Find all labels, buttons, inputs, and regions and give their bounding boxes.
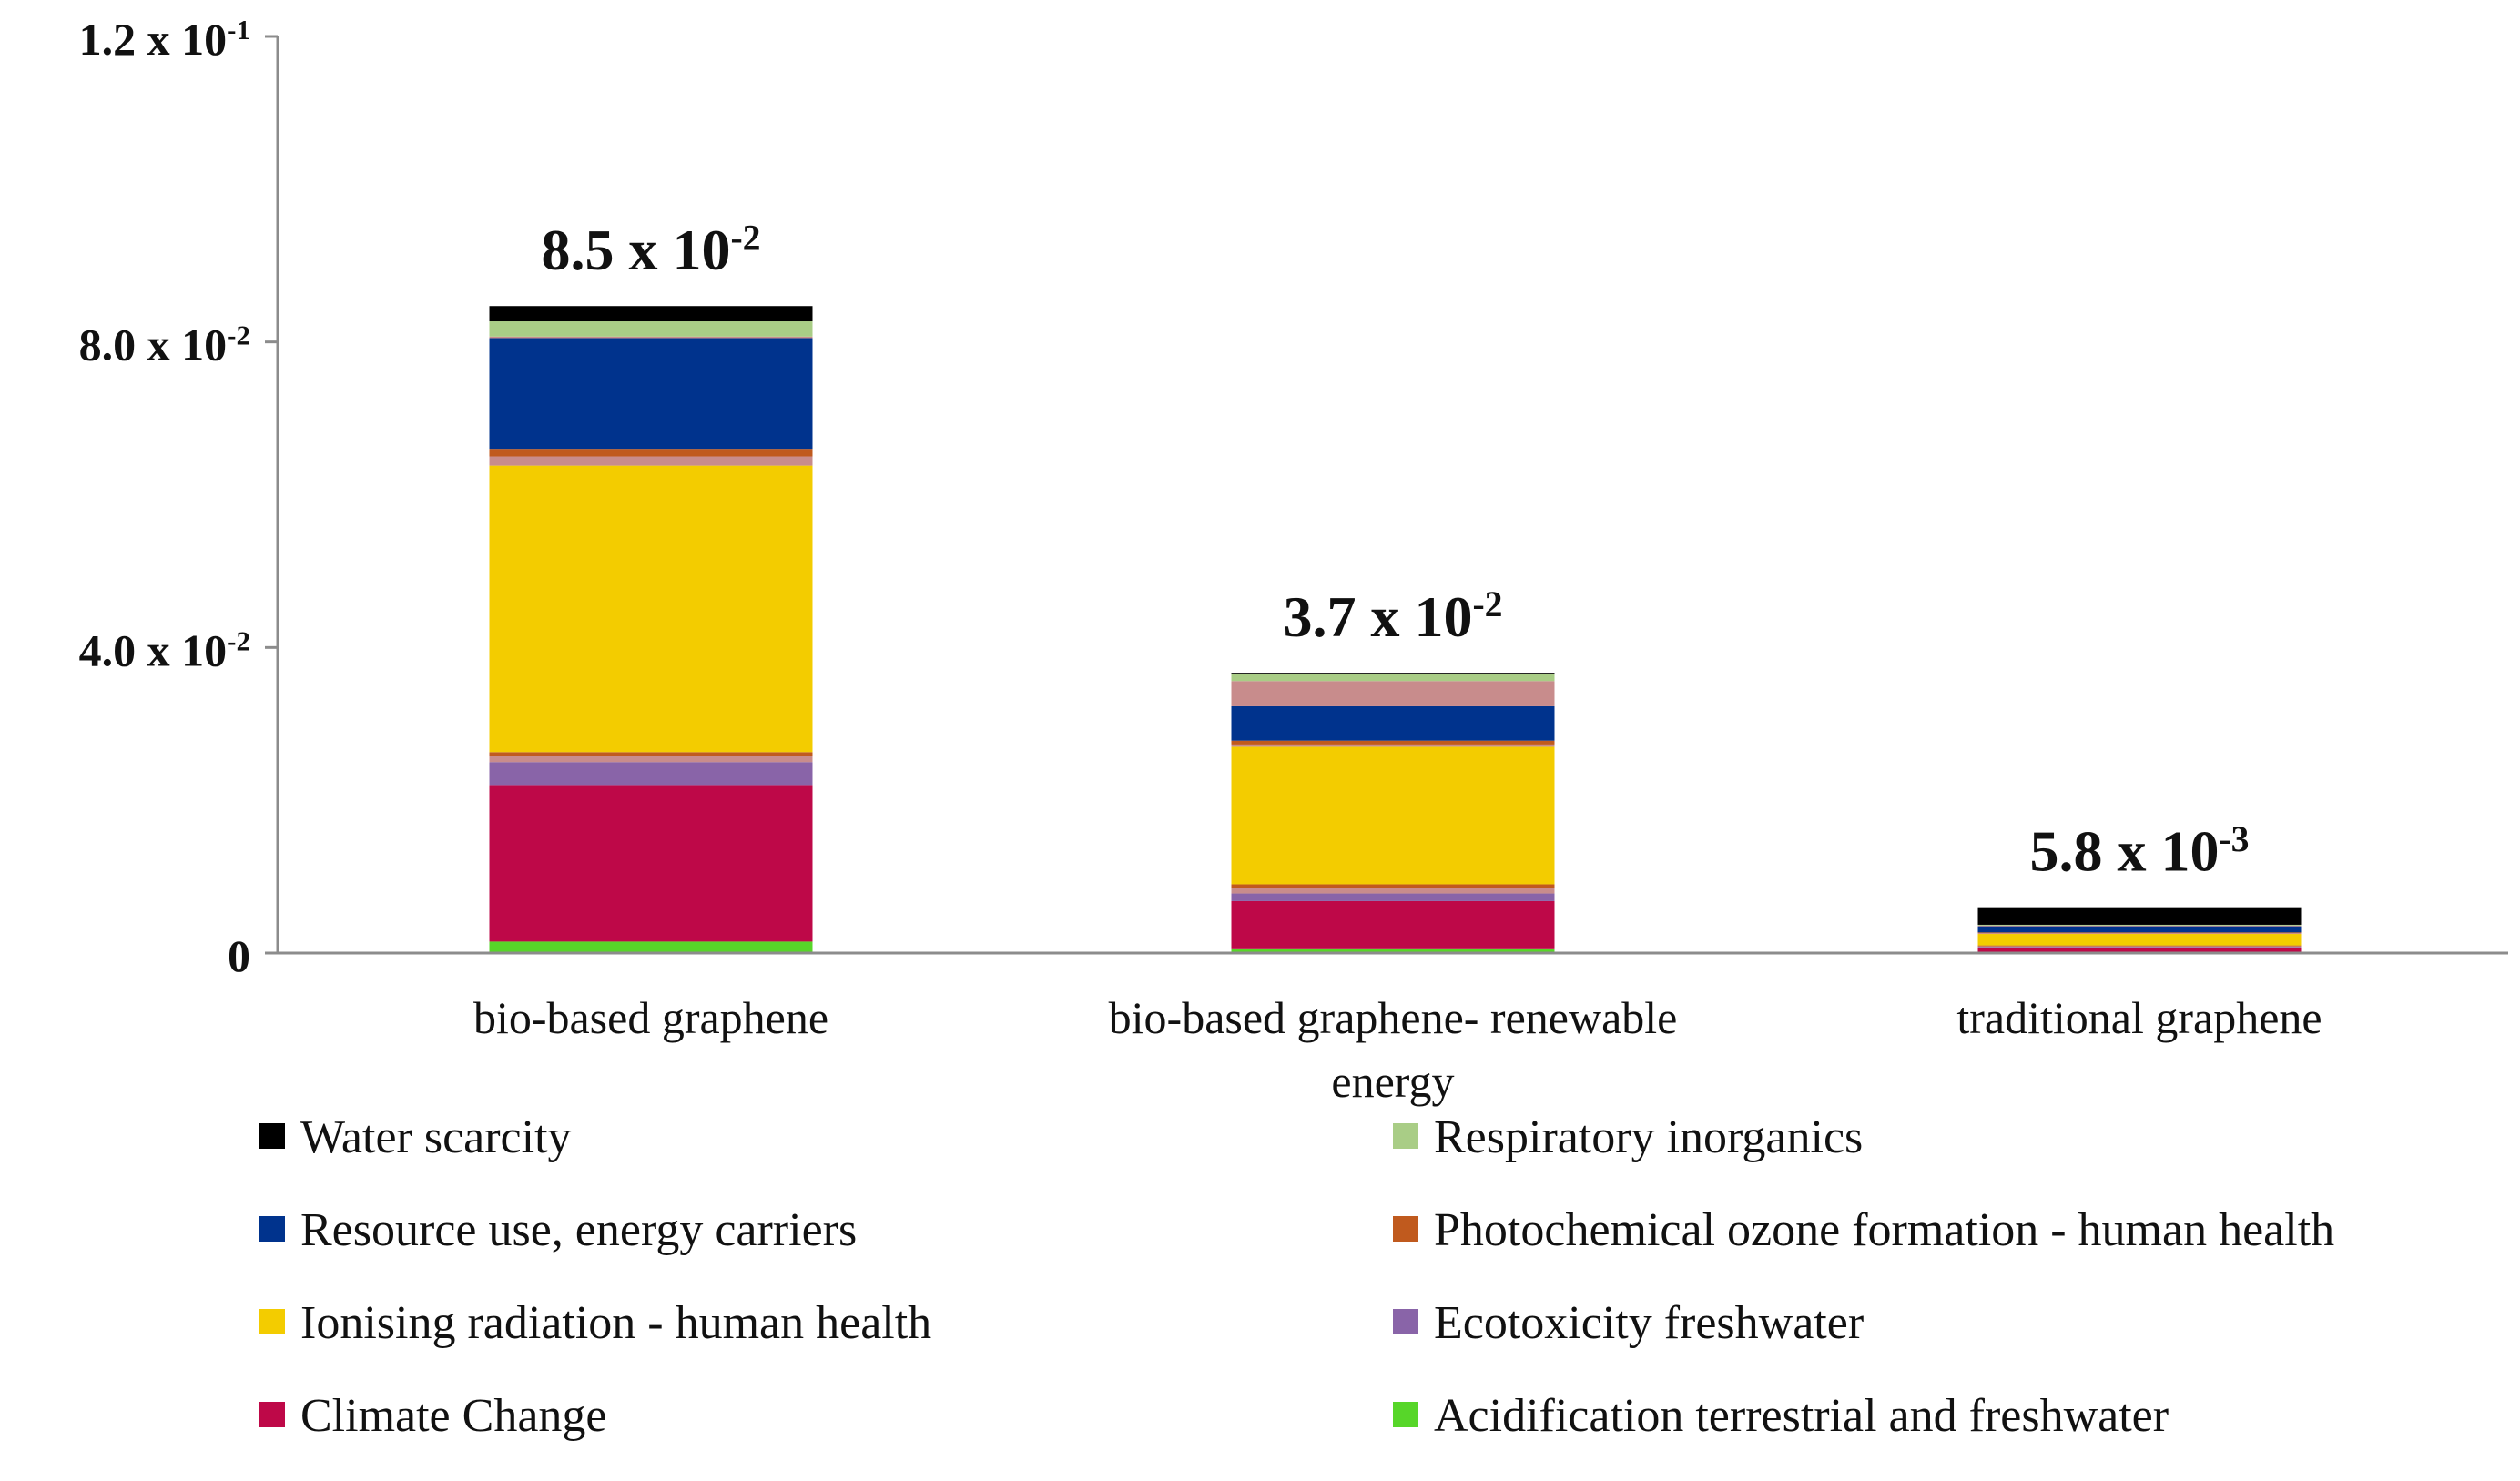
bar-segment — [1977, 946, 2302, 948]
bar-segment — [1977, 924, 2302, 926]
exponent: -2 — [1472, 584, 1502, 624]
legend-item: Water scarcity — [259, 1111, 572, 1163]
y-tick-label: 0 — [228, 930, 250, 981]
bar-segment — [1977, 945, 2302, 947]
legend-item: Respiratory inorganics — [1393, 1111, 1863, 1163]
legend-label: Acidification terrestrial and freshwater — [1434, 1390, 2169, 1442]
bar-segment — [1977, 926, 2302, 933]
legend-swatch — [259, 1402, 285, 1427]
legend-swatch — [259, 1123, 285, 1149]
bar-segment — [1231, 740, 1555, 745]
y-tick-label: 4.0 x 10-2 — [79, 624, 250, 675]
bar-segment — [489, 752, 813, 756]
bar-segment — [1977, 933, 2302, 935]
legend-label: Resource use, energy carriers — [300, 1204, 857, 1256]
bar-segment — [1977, 907, 2302, 925]
y-axis: 04.0 x 10-28.0 x 10-21.2 x 10-1 — [79, 14, 279, 981]
bar-segment — [489, 941, 813, 953]
exponent: -3 — [2219, 819, 2249, 859]
legend-label: Photochemical ozone formation - human he… — [1434, 1204, 2334, 1256]
mantissa: 8.0 x 10 — [79, 320, 228, 370]
legend-item: Ecotoxicity freshwater — [1393, 1297, 1864, 1349]
legend-swatch — [1393, 1309, 1418, 1334]
legend: Water scarcity Respiratory inorganics Reso… — [259, 1111, 2334, 1442]
legend-swatch — [259, 1216, 285, 1242]
legend-label: Respiratory inorganics — [1434, 1111, 1863, 1163]
legend-swatch — [1393, 1123, 1418, 1149]
bar-segment — [1231, 948, 1555, 953]
bars — [489, 306, 2302, 953]
bar-segment — [1977, 932, 2302, 934]
bar-segment — [1977, 947, 2302, 948]
bar-segment — [489, 785, 813, 942]
bar-segment — [1231, 900, 1555, 949]
legend-swatch — [1393, 1216, 1418, 1242]
legend-label: Climate Change — [300, 1390, 606, 1442]
x-category-label-line: traditional graphene — [1956, 992, 2322, 1043]
x-category-label: bio-based graphene — [473, 992, 828, 1043]
x-category-label-line: bio-based graphene- renewable — [1109, 992, 1678, 1043]
mantissa: 8.5 x 10 — [541, 218, 730, 282]
legend-item: Resource use, energy carriers — [259, 1204, 857, 1256]
bar-segment — [489, 336, 813, 339]
bar-segment — [489, 456, 813, 466]
mantissa: 1.2 x 10 — [79, 14, 228, 65]
legend-label: Water scarcity — [300, 1111, 572, 1163]
y-tick-label: 1.2 x 10-1 — [79, 14, 250, 65]
bar-segment — [489, 465, 813, 753]
exponent: -2 — [730, 218, 760, 258]
bar-segment — [489, 321, 813, 337]
legend-swatch — [259, 1309, 285, 1334]
bar-segment — [1231, 746, 1555, 885]
bar-total-label: 8.5 x 10-2 — [541, 218, 760, 282]
x-category-label: bio-based graphene- renewable energy — [1109, 992, 1678, 1107]
mantissa: 3.7 x 10 — [1283, 584, 1472, 649]
bar-segment — [1231, 681, 1555, 706]
legend-label: Ionising radiation - human health — [300, 1297, 931, 1349]
mantissa: 4.0 x 10 — [79, 624, 228, 675]
bar-segment — [489, 449, 813, 457]
bar-segment — [489, 306, 813, 322]
bar-segment — [1231, 893, 1555, 901]
legend-label: Ecotoxicity freshwater — [1434, 1297, 1864, 1349]
bar-segment — [1231, 705, 1555, 741]
bar-segment — [1977, 925, 2302, 927]
bar-segment — [1231, 884, 1555, 888]
bar-segment — [1977, 934, 2302, 946]
x-category-label-line: bio-based graphene — [473, 992, 828, 1043]
total-labels: 8.5 x 10-23.7 x 10-25.8 x 10-3 — [541, 218, 2249, 883]
x-axis: bio-based graphene bio-based graphene- re… — [278, 951, 2508, 1107]
bar-segment — [489, 762, 813, 786]
bar-segment — [1231, 744, 1555, 747]
exponent: -2 — [227, 624, 250, 656]
legend-swatch — [1393, 1402, 1418, 1427]
legend-item: Climate Change — [259, 1390, 606, 1442]
bar-total-label: 5.8 x 10-3 — [2029, 819, 2249, 884]
legend-item: Photochemical ozone formation - human he… — [1393, 1204, 2334, 1256]
mantissa: 5.8 x 10 — [2029, 819, 2219, 884]
mantissa: 0 — [228, 930, 250, 981]
bar-segment — [1231, 673, 1555, 674]
bar-segment — [1231, 673, 1555, 682]
x-category-label-line: energy — [1331, 1056, 1454, 1107]
x-category-label: traditional graphene — [1956, 992, 2322, 1043]
exponent: -2 — [227, 320, 250, 351]
legend-item: Ionising radiation - human health — [259, 1297, 931, 1349]
y-tick-label: 8.0 x 10-2 — [79, 320, 250, 370]
bar-segment — [1977, 948, 2302, 953]
bar-segment — [1231, 888, 1555, 894]
legend-item: Acidification terrestrial and freshwater — [1393, 1390, 2169, 1442]
exponent: -1 — [227, 14, 250, 46]
bar-segment — [489, 338, 813, 450]
bar-total-label: 3.7 x 10-2 — [1283, 584, 1502, 649]
bar-segment — [489, 756, 813, 763]
